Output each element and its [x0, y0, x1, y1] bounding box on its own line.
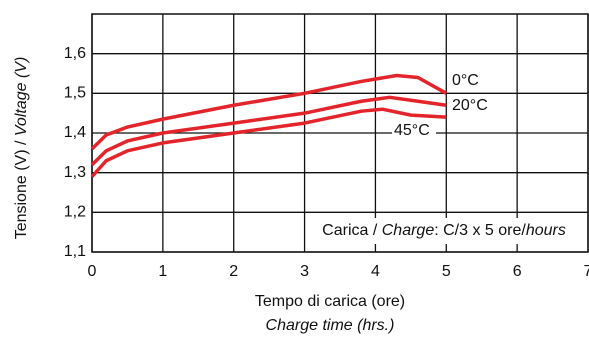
annotation-part: Carica /: [322, 222, 382, 239]
x-axis-label: Charge time (hrs.): [266, 317, 395, 334]
label-bg: [392, 122, 436, 140]
x-axis-label: Tempo di carica (ore): [255, 293, 405, 310]
x-tick-label: 3: [300, 263, 309, 280]
x-tick-label: 4: [371, 263, 380, 280]
x-tick-label: 2: [229, 263, 238, 280]
y-tick-label: 1,5: [64, 85, 86, 102]
annotation-part: : C/3 x 5 ore/: [434, 222, 526, 239]
y-tick-label: 1,4: [64, 124, 86, 141]
series-line: [90, 95, 447, 166]
series-line: [90, 107, 447, 178]
x-tick-label: 7: [584, 263, 589, 280]
y-tick-label: 1,3: [64, 164, 86, 181]
annotation: Carica / Charge: C/3 x 5 ore/hours: [322, 222, 566, 239]
series-label: 45°C: [394, 122, 430, 139]
y-tick-label: 1,2: [64, 204, 86, 221]
x-tick-label: 5: [442, 263, 451, 280]
annotation-bg: [318, 218, 570, 244]
x-tick-label: 6: [513, 263, 522, 280]
annotation-part: Charge: [382, 222, 435, 239]
x-tick-label: 0: [88, 263, 97, 280]
series-label: 0°C: [452, 72, 479, 89]
y-label-part: Tensione (V) /: [13, 136, 30, 239]
x-tick-label: 1: [158, 263, 167, 280]
series-label: 20°C: [452, 97, 488, 114]
series-line: [90, 73, 448, 151]
y-label-part: Voltage (V): [13, 57, 30, 136]
y-tick-label: 1,1: [64, 243, 86, 260]
annotation-part: hours: [526, 222, 566, 239]
y-tick-label: 1,6: [64, 45, 86, 62]
y-axis-label: Tensione (V) / Voltage (V): [13, 57, 30, 240]
